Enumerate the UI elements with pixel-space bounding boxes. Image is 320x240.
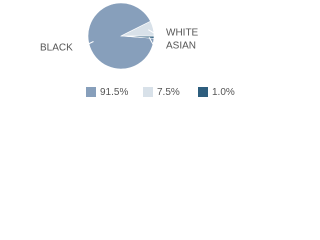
slice-label: ASIAN bbox=[166, 41, 196, 52]
slice-label: WHITE bbox=[166, 28, 199, 39]
legend-label: 1.0% bbox=[212, 87, 235, 98]
legend-swatch bbox=[86, 87, 96, 97]
pie-slice bbox=[120, 35, 155, 39]
legend-label: 7.5% bbox=[157, 87, 180, 98]
chart: BLACK WHITE ASIAN 91.5% 7.5% 1.0% bbox=[40, 2, 235, 98]
legend-swatch bbox=[198, 87, 208, 97]
leader-line bbox=[72, 41, 94, 49]
legend-label: 91.5% bbox=[100, 87, 128, 98]
leader-line bbox=[148, 36, 162, 47]
legend-swatch bbox=[143, 87, 153, 97]
slice-label: BLACK bbox=[40, 43, 73, 54]
leader-line bbox=[148, 29, 162, 34]
